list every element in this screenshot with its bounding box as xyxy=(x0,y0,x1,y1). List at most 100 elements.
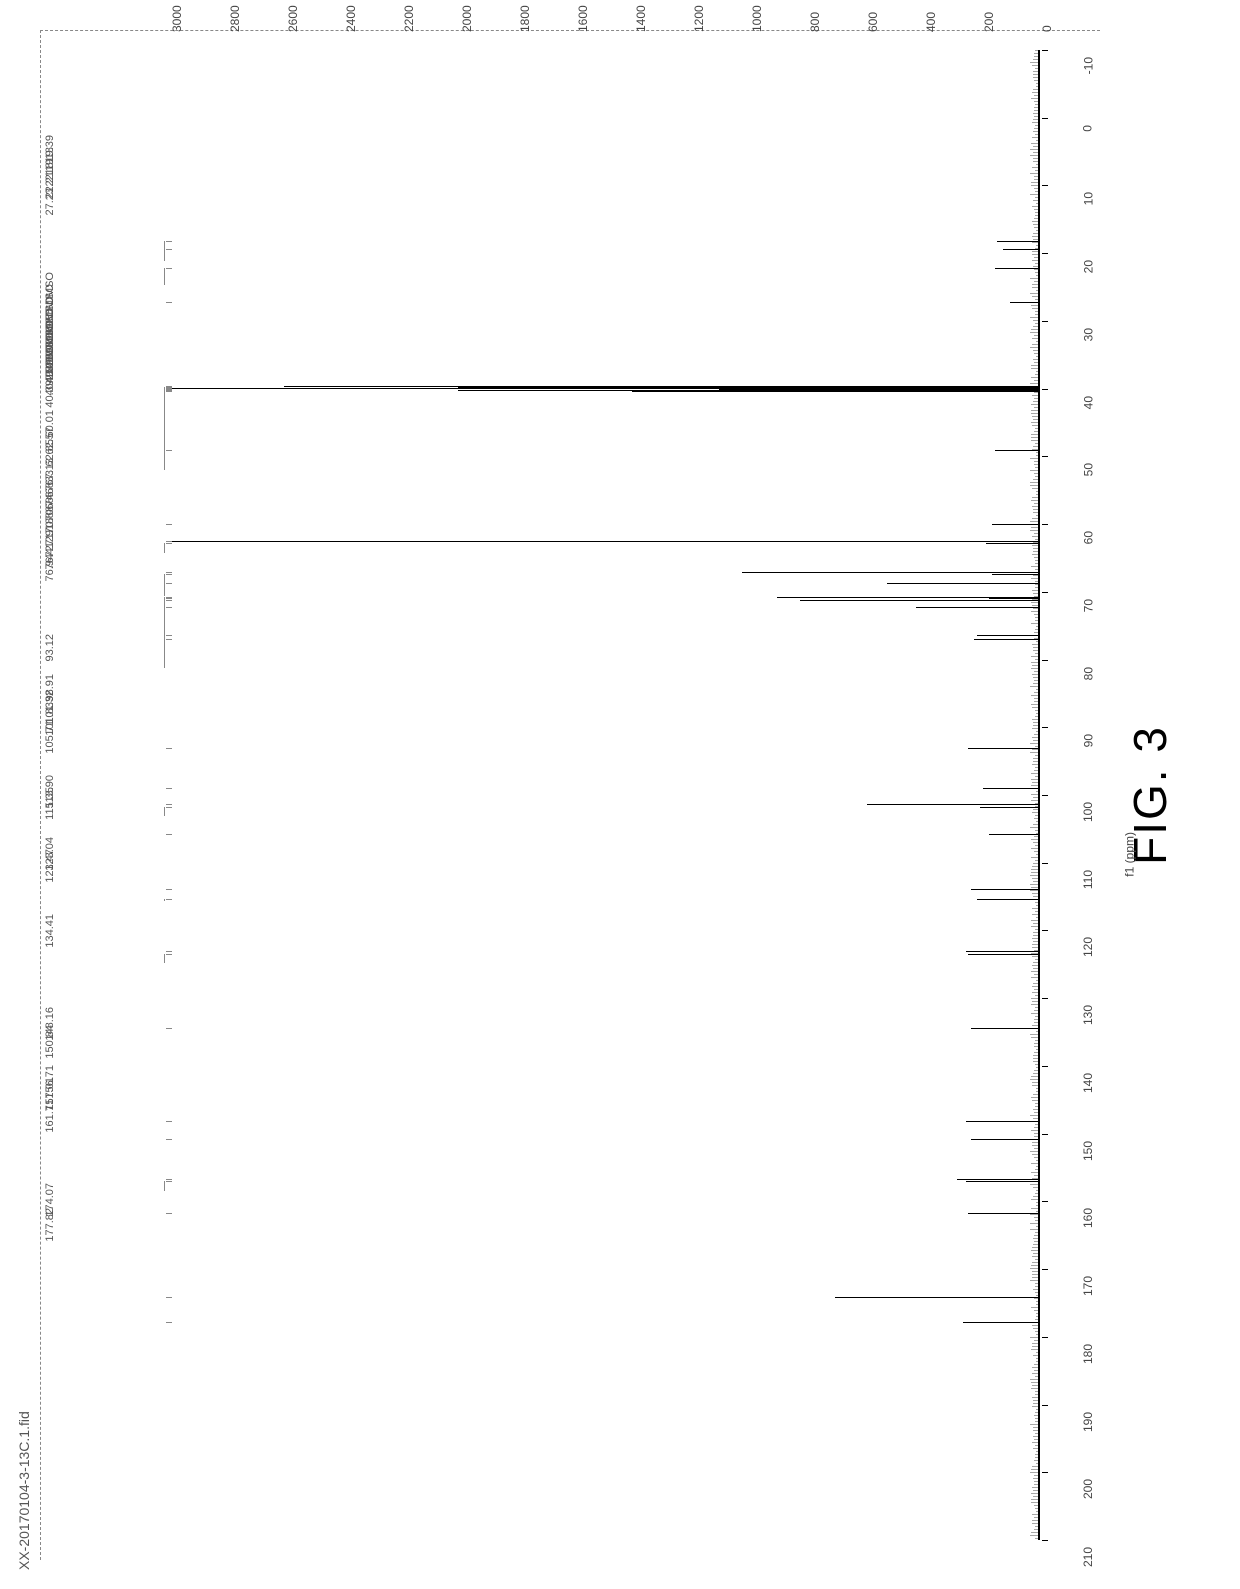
spectrum-peak xyxy=(971,1139,1038,1140)
baseline-noise xyxy=(1036,1202,1038,1203)
baseline-noise xyxy=(1031,800,1038,801)
baseline-noise xyxy=(1033,1253,1038,1254)
baseline-noise xyxy=(1032,545,1038,546)
baseline-noise xyxy=(1035,776,1038,777)
baseline-noise xyxy=(1034,680,1038,681)
baseline-noise xyxy=(1035,1538,1038,1539)
baseline-noise xyxy=(1035,1283,1038,1284)
x-axis-tick-label: 30 xyxy=(1081,328,1095,341)
baseline-noise xyxy=(1031,305,1038,306)
x-axis-tick-label: -10 xyxy=(1081,57,1095,74)
baseline-noise xyxy=(1034,176,1038,177)
baseline-noise xyxy=(1032,260,1038,261)
baseline-noise xyxy=(1032,1466,1038,1467)
baseline-noise xyxy=(1035,134,1038,135)
baseline-noise xyxy=(1036,641,1038,642)
baseline-noise xyxy=(1034,1364,1038,1365)
x-axis-tick-label: 60 xyxy=(1081,531,1095,544)
baseline-noise xyxy=(1031,578,1038,579)
baseline-noise xyxy=(1031,704,1038,705)
baseline-noise xyxy=(1034,1010,1038,1011)
baseline-noise xyxy=(1032,1397,1038,1398)
x-axis-tick-label: 190 xyxy=(1081,1412,1095,1432)
spectrum-peak xyxy=(971,1028,1038,1029)
baseline-noise xyxy=(1036,1361,1038,1362)
baseline-noise xyxy=(1034,632,1038,633)
peak-label-tick xyxy=(166,954,172,955)
spectrum-peak xyxy=(986,543,1038,544)
baseline-noise xyxy=(1030,1223,1038,1224)
baseline-noise xyxy=(1031,182,1038,183)
baseline-noise xyxy=(1033,1187,1038,1188)
baseline-noise xyxy=(1036,854,1038,855)
x-axis-tick xyxy=(1042,1472,1048,1473)
baseline-noise xyxy=(1032,1262,1038,1263)
baseline-noise xyxy=(1033,302,1038,303)
baseline-noise xyxy=(1033,863,1038,864)
baseline-noise xyxy=(1035,629,1038,630)
spectrum-peak xyxy=(989,834,1038,835)
baseline-noise xyxy=(1035,197,1038,198)
baseline-noise xyxy=(1036,491,1038,492)
baseline-noise xyxy=(1032,644,1038,645)
plot-area: f1 (ppm) -100102030405060708090100110120… xyxy=(170,50,1040,1540)
baseline-noise xyxy=(1031,1130,1038,1131)
peak-label-tick xyxy=(166,635,172,636)
baseline-noise xyxy=(1035,1124,1038,1125)
baseline-noise xyxy=(1032,1523,1038,1524)
x-axis-tick xyxy=(1042,863,1048,864)
baseline-noise xyxy=(1035,1103,1038,1104)
baseline-noise xyxy=(1034,1235,1038,1236)
baseline-noise xyxy=(1033,1061,1038,1062)
x-axis-tick-label: 150 xyxy=(1081,1141,1095,1161)
baseline-noise xyxy=(1033,923,1038,924)
baseline-noise xyxy=(1031,440,1038,441)
baseline-noise xyxy=(1031,695,1038,696)
baseline-noise xyxy=(1032,908,1038,909)
baseline-noise xyxy=(1031,500,1038,501)
baseline-noise xyxy=(1032,1142,1038,1143)
baseline-noise xyxy=(1034,380,1038,381)
baseline-noise xyxy=(1032,1178,1038,1179)
baseline-noise xyxy=(1036,1091,1038,1092)
baseline-noise xyxy=(1031,1532,1038,1533)
baseline-noise xyxy=(1030,1184,1038,1185)
baseline-noise xyxy=(1031,785,1038,786)
peak-label: 177.82 xyxy=(44,1204,56,1328)
x-axis-tick xyxy=(1042,1201,1048,1202)
baseline-noise xyxy=(1035,428,1038,429)
baseline-noise xyxy=(1034,335,1039,336)
baseline-noise xyxy=(1032,674,1038,675)
baseline-noise xyxy=(1036,1067,1038,1068)
x-axis-tick-label: 20 xyxy=(1081,260,1095,273)
baseline-noise xyxy=(1033,479,1038,480)
baseline-noise xyxy=(1031,434,1038,435)
baseline-noise xyxy=(1034,701,1038,702)
baseline-noise xyxy=(1035,170,1038,171)
baseline-noise xyxy=(1031,527,1038,528)
baseline-noise xyxy=(1031,1199,1038,1200)
baseline-noise xyxy=(1033,77,1038,78)
baseline-noise xyxy=(1033,89,1038,90)
baseline-noise xyxy=(1032,1343,1038,1344)
x-axis-tick xyxy=(1042,389,1048,390)
baseline-noise xyxy=(1036,1313,1038,1314)
baseline-noise xyxy=(1030,1229,1038,1230)
baseline-noise xyxy=(1032,1100,1038,1101)
baseline-noise xyxy=(1032,284,1038,285)
baseline-noise xyxy=(1032,92,1038,93)
baseline-noise xyxy=(1036,1334,1038,1335)
baseline-noise xyxy=(1033,542,1038,543)
x-axis-tick xyxy=(1042,1066,1048,1067)
spectrum-peak xyxy=(1003,249,1038,250)
baseline-noise xyxy=(1031,971,1038,972)
baseline-noise xyxy=(1032,1145,1038,1146)
baseline-noise xyxy=(1031,386,1038,387)
baseline-noise xyxy=(1032,167,1038,168)
x-axis-tick xyxy=(1042,795,1048,796)
baseline-noise xyxy=(1030,521,1038,522)
baseline-noise xyxy=(1033,1073,1038,1074)
baseline-noise xyxy=(1036,1031,1038,1032)
baseline-noise xyxy=(1032,1346,1038,1347)
peak-label-tick xyxy=(166,1121,172,1122)
